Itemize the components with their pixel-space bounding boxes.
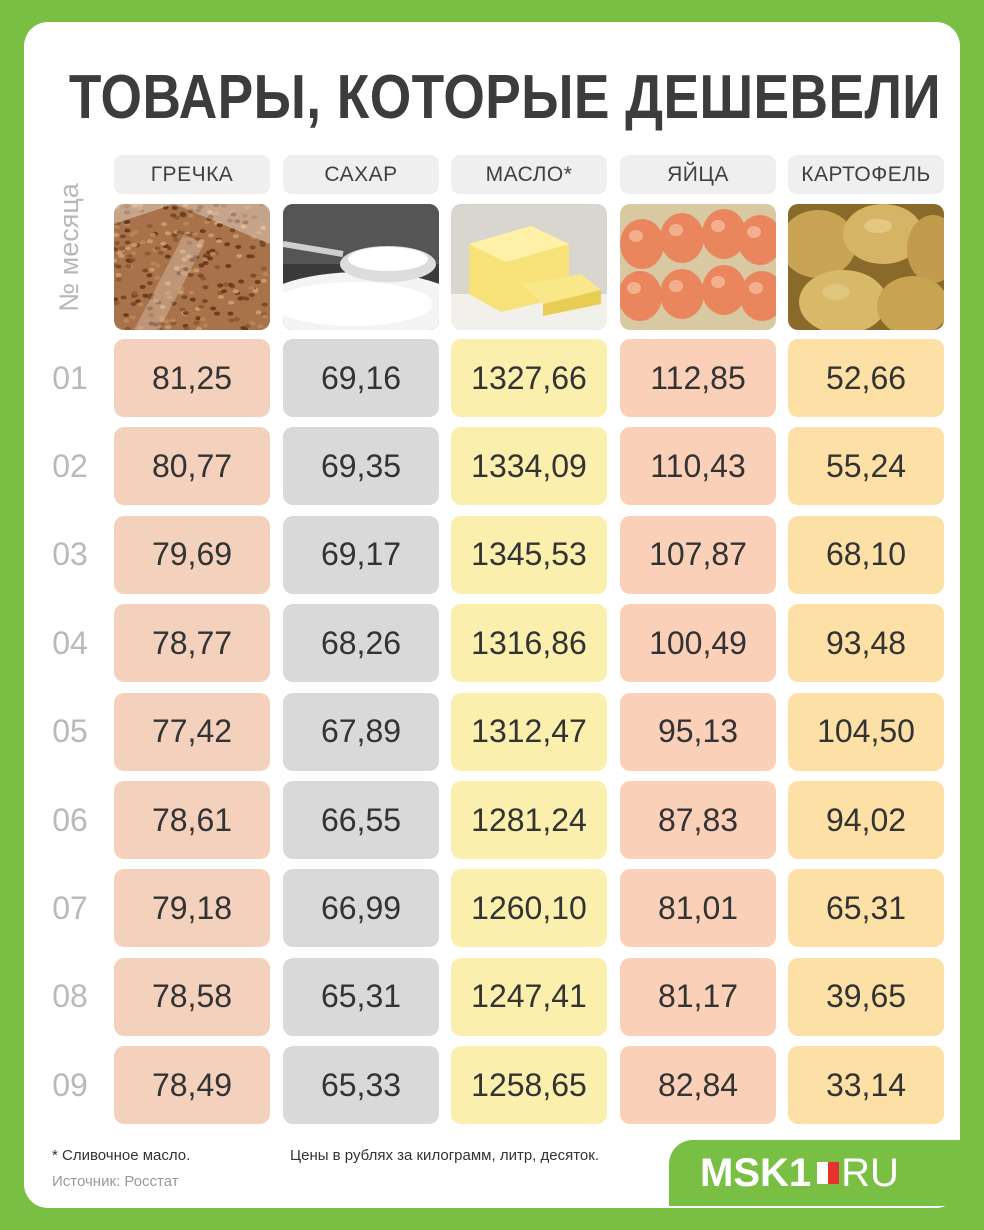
price-cell: 1247,41 bbox=[451, 957, 607, 1036]
month-label: 05 bbox=[52, 713, 88, 750]
source-note: Источник: Росстат bbox=[52, 1173, 179, 1190]
column-header: ГРЕЧКА bbox=[114, 155, 270, 194]
price-cell: 66,55 bbox=[283, 781, 439, 859]
price-cell: 80,77 bbox=[114, 427, 270, 506]
price-cell: 39,65 bbox=[788, 957, 944, 1036]
price-cell: 1334,09 bbox=[451, 427, 607, 506]
price-cell: 1327,66 bbox=[451, 339, 607, 417]
msk1-logo: MSK1 RU bbox=[700, 1150, 899, 1196]
price-cell: 87,83 bbox=[620, 781, 776, 859]
price-cell: 1345,53 bbox=[451, 515, 607, 594]
price-cell: 69,17 bbox=[283, 515, 439, 594]
price-cell: 82,84 bbox=[620, 1046, 776, 1125]
price-cell: 112,85 bbox=[620, 339, 776, 417]
price-cell: 69,35 bbox=[283, 427, 439, 506]
potatoes-photo bbox=[788, 204, 944, 330]
price-cell: 94,02 bbox=[788, 781, 944, 859]
price-cell: 79,69 bbox=[114, 515, 270, 594]
price-cell: 78,49 bbox=[114, 1046, 270, 1125]
price-cell: 55,24 bbox=[788, 427, 944, 506]
column-header: МАСЛО* bbox=[451, 155, 607, 194]
price-cell: 33,14 bbox=[788, 1046, 944, 1125]
logo-suffix: RU bbox=[841, 1150, 899, 1195]
price-cell: 65,31 bbox=[788, 869, 944, 948]
price-cell: 1258,65 bbox=[451, 1046, 607, 1125]
price-cell: 81,17 bbox=[620, 957, 776, 1036]
price-cell: 81,01 bbox=[620, 869, 776, 948]
price-cell: 67,89 bbox=[283, 692, 439, 771]
eggs-photo bbox=[620, 204, 776, 330]
row-axis-label: № месяца bbox=[54, 183, 84, 312]
month-label: 04 bbox=[52, 624, 88, 661]
column-header: САХАР bbox=[283, 155, 439, 194]
price-cell: 107,87 bbox=[620, 515, 776, 594]
month-label: 03 bbox=[52, 536, 88, 573]
month-label: 08 bbox=[52, 978, 88, 1015]
price-cell: 66,99 bbox=[283, 869, 439, 948]
column-header: ЯЙЦА bbox=[620, 155, 776, 194]
month-label: 01 bbox=[52, 359, 88, 396]
price-cell: 81,25 bbox=[114, 339, 270, 417]
price-cell: 1260,10 bbox=[451, 869, 607, 948]
units-note: Цены в рублях за килограмм, литр, десято… bbox=[290, 1147, 599, 1164]
price-cell: 1316,86 bbox=[451, 604, 607, 683]
price-cell: 77,42 bbox=[114, 692, 270, 771]
month-label: 02 bbox=[52, 447, 88, 484]
logo-main: MSK1 bbox=[700, 1150, 812, 1195]
price-cell: 68,10 bbox=[788, 515, 944, 594]
month-label: 09 bbox=[52, 1066, 88, 1103]
column-header: КАРТОФЕЛЬ bbox=[788, 155, 944, 194]
price-cell: 1281,24 bbox=[451, 781, 607, 859]
price-cell: 68,26 bbox=[283, 604, 439, 683]
logo-square-icon bbox=[817, 1162, 840, 1184]
price-cell: 93,48 bbox=[788, 604, 944, 683]
footnote: * Сливочное масло. bbox=[52, 1147, 191, 1164]
price-cell: 1312,47 bbox=[451, 692, 607, 771]
price-cell: 78,61 bbox=[114, 781, 270, 859]
price-cell: 65,31 bbox=[283, 957, 439, 1036]
price-cell: 52,66 bbox=[788, 339, 944, 417]
page-title: ТОВАРЫ, КОТОРЫЕ ДЕШЕВЕЛИ bbox=[68, 63, 942, 132]
price-cell: 65,33 bbox=[283, 1046, 439, 1125]
price-cell: 95,13 bbox=[620, 692, 776, 771]
buckwheat-photo bbox=[114, 204, 270, 330]
month-label: 07 bbox=[52, 889, 88, 926]
price-cell: 104,50 bbox=[788, 692, 944, 771]
price-cell: 110,43 bbox=[620, 427, 776, 506]
price-cell: 79,18 bbox=[114, 869, 270, 948]
sugar-photo bbox=[283, 204, 439, 330]
price-cell: 78,58 bbox=[114, 957, 270, 1036]
month-label: 06 bbox=[52, 801, 88, 838]
price-cell: 100,49 bbox=[620, 604, 776, 683]
price-cell: 69,16 bbox=[283, 339, 439, 417]
price-cell: 78,77 bbox=[114, 604, 270, 683]
butter-photo bbox=[451, 204, 607, 330]
